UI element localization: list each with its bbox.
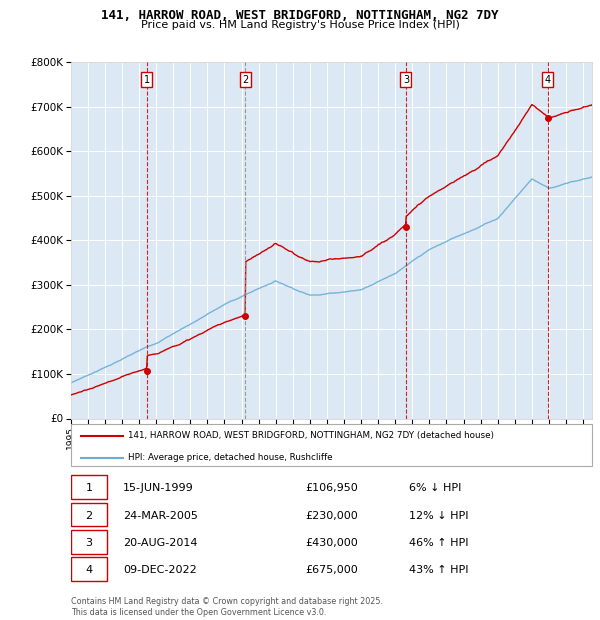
- Text: 4: 4: [545, 75, 551, 85]
- Text: 3: 3: [403, 75, 409, 85]
- FancyBboxPatch shape: [71, 476, 107, 499]
- Text: Price paid vs. HM Land Registry's House Price Index (HPI): Price paid vs. HM Land Registry's House …: [140, 20, 460, 30]
- Text: 1: 1: [144, 75, 150, 85]
- FancyBboxPatch shape: [71, 424, 592, 466]
- Text: 20-AUG-2014: 20-AUG-2014: [123, 538, 197, 547]
- Text: 1: 1: [86, 484, 92, 494]
- Text: £430,000: £430,000: [305, 538, 358, 547]
- Text: 2: 2: [85, 510, 92, 521]
- Text: 2: 2: [242, 75, 248, 85]
- Text: 43% ↑ HPI: 43% ↑ HPI: [409, 565, 469, 575]
- Text: HPI: Average price, detached house, Rushcliffe: HPI: Average price, detached house, Rush…: [128, 453, 332, 463]
- Text: 12% ↓ HPI: 12% ↓ HPI: [409, 510, 469, 521]
- Text: £675,000: £675,000: [305, 565, 358, 575]
- Text: Contains HM Land Registry data © Crown copyright and database right 2025.
This d: Contains HM Land Registry data © Crown c…: [71, 598, 383, 617]
- Text: 141, HARROW ROAD, WEST BRIDGFORD, NOTTINGHAM, NG2 7DY: 141, HARROW ROAD, WEST BRIDGFORD, NOTTIN…: [101, 9, 499, 22]
- Text: £230,000: £230,000: [305, 510, 358, 521]
- Text: 24-MAR-2005: 24-MAR-2005: [123, 510, 198, 521]
- Text: £106,950: £106,950: [305, 484, 358, 494]
- FancyBboxPatch shape: [71, 529, 107, 554]
- Text: 15-JUN-1999: 15-JUN-1999: [123, 484, 194, 494]
- FancyBboxPatch shape: [71, 502, 107, 526]
- Text: 3: 3: [86, 538, 92, 547]
- Text: 141, HARROW ROAD, WEST BRIDGFORD, NOTTINGHAM, NG2 7DY (detached house): 141, HARROW ROAD, WEST BRIDGFORD, NOTTIN…: [128, 432, 494, 440]
- Text: 09-DEC-2022: 09-DEC-2022: [123, 565, 197, 575]
- Text: 6% ↓ HPI: 6% ↓ HPI: [409, 484, 461, 494]
- Text: 46% ↑ HPI: 46% ↑ HPI: [409, 538, 469, 547]
- FancyBboxPatch shape: [71, 557, 107, 580]
- Text: 4: 4: [85, 565, 92, 575]
